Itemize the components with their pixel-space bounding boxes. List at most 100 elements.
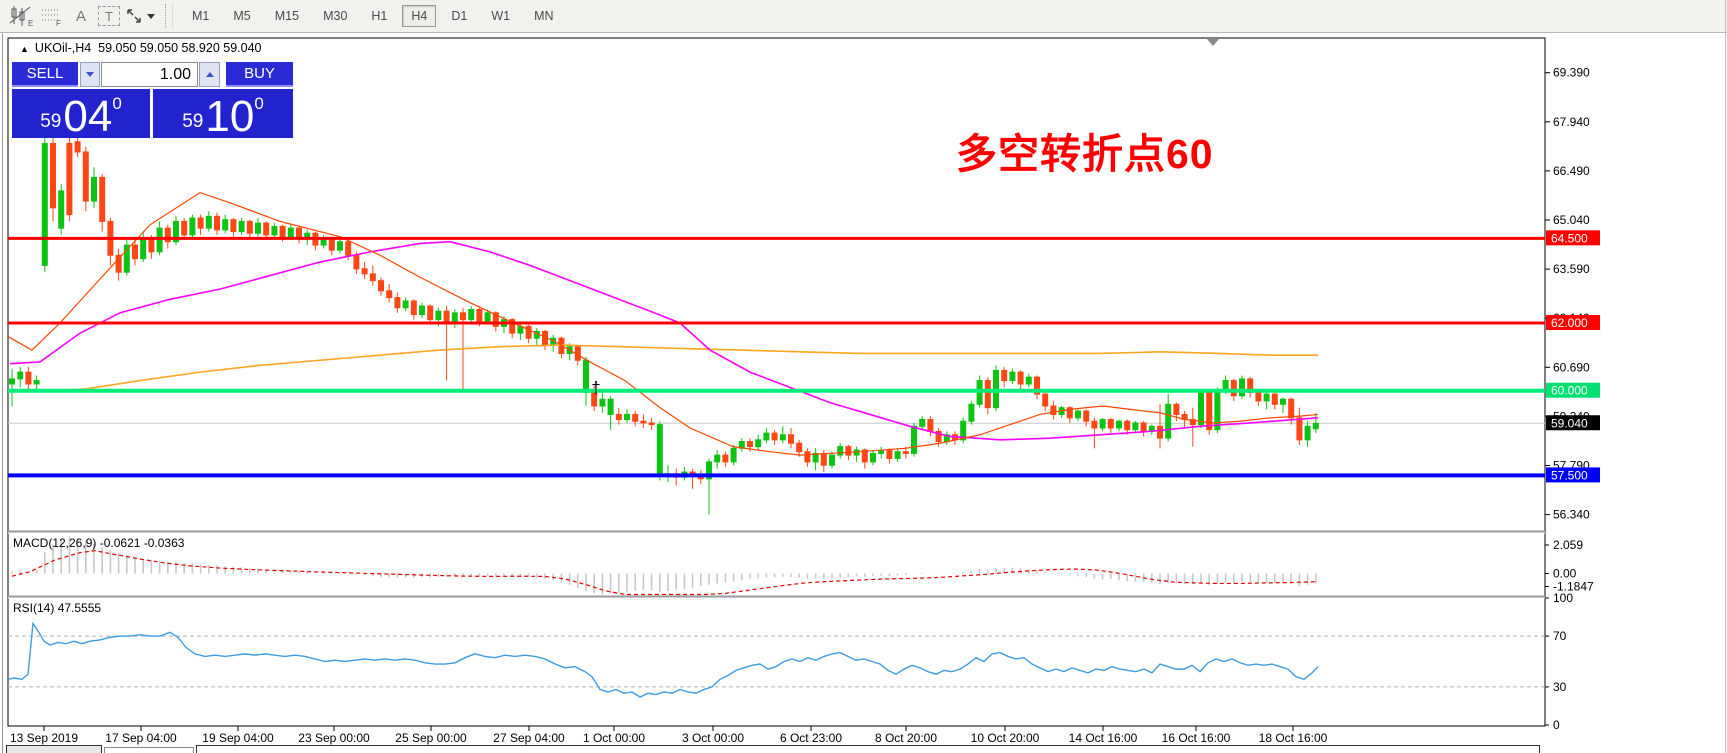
letter-a-icon[interactable]: A bbox=[75, 7, 86, 25]
tf-button-mn[interactable]: MN bbox=[534, 9, 554, 23]
chart-candles-icon[interactable]: E bbox=[8, 4, 34, 28]
y-tick-label: 56.340 bbox=[1553, 508, 1590, 522]
buy-price-box[interactable]: 59 10 0 bbox=[153, 89, 293, 138]
dropdown-caret-icon[interactable] bbox=[147, 13, 155, 19]
tf-button-m1[interactable]: M1 bbox=[192, 9, 210, 23]
candle-body bbox=[279, 225, 286, 238]
candle-body bbox=[1132, 422, 1139, 431]
ohlc-quotes: 59.050 59.050 58.920 59.040 bbox=[98, 41, 262, 55]
collapse-arrow-icon[interactable]: ▲ bbox=[20, 44, 29, 54]
candle-body bbox=[419, 305, 425, 316]
candle-body bbox=[484, 312, 491, 322]
tf-button-d1[interactable]: D1 bbox=[451, 9, 468, 23]
tf-button-w1[interactable]: W1 bbox=[491, 9, 511, 23]
y-tick-label: 69.390 bbox=[1553, 66, 1590, 80]
macd-signal-line bbox=[11, 550, 1319, 596]
text-frame-icon[interactable]: T bbox=[98, 6, 120, 26]
candle-body bbox=[345, 241, 352, 256]
candle-body bbox=[205, 215, 212, 229]
bottom-panel-edge[interactable] bbox=[196, 745, 1540, 753]
price-badge bbox=[1546, 415, 1600, 431]
price-badge bbox=[1546, 382, 1600, 398]
candle-body bbox=[296, 227, 302, 239]
candle-body bbox=[1288, 398, 1295, 419]
bottom-tab[interactable] bbox=[6, 745, 102, 753]
trade-marker-dagger: † bbox=[591, 378, 600, 397]
price-badge-label: 60.000 bbox=[1551, 384, 1588, 398]
candle-body bbox=[779, 434, 786, 441]
candle-body bbox=[361, 268, 368, 275]
candle-body bbox=[763, 432, 770, 441]
candle-body bbox=[722, 454, 729, 463]
candle-body bbox=[132, 244, 138, 260]
y-tick-label: 60.690 bbox=[1553, 360, 1590, 374]
candle-body bbox=[468, 308, 475, 321]
candle-body bbox=[804, 451, 811, 463]
candle-body bbox=[927, 419, 934, 432]
rsi-name: RSI(14) bbox=[13, 601, 55, 615]
candle-body bbox=[870, 452, 876, 463]
y-tick-label: 66.490 bbox=[1553, 164, 1590, 178]
candle-body bbox=[435, 310, 442, 321]
candle-body bbox=[214, 215, 220, 231]
candle-body bbox=[66, 142, 73, 216]
candle-body bbox=[1025, 376, 1032, 385]
candle-body bbox=[41, 142, 48, 266]
candle-body bbox=[648, 422, 655, 426]
bottom-tab[interactable] bbox=[104, 747, 194, 753]
candle-body bbox=[9, 378, 15, 385]
sell-price-big: 04 bbox=[63, 91, 113, 141]
shift-marker-icon[interactable] bbox=[1207, 39, 1219, 46]
buy-button[interactable]: BUY bbox=[226, 62, 293, 87]
candle-body bbox=[861, 449, 868, 463]
candle-body bbox=[1239, 378, 1245, 397]
x-tick-label: 1 Oct 00:00 bbox=[583, 731, 645, 745]
volume-decrease-button[interactable] bbox=[80, 62, 100, 87]
candle-body bbox=[287, 227, 294, 238]
candle-body bbox=[632, 413, 639, 422]
grid-indicator-icon[interactable]: F bbox=[38, 4, 64, 28]
candle-body bbox=[378, 280, 384, 292]
candle-body bbox=[919, 419, 926, 427]
tf-button-m15[interactable]: M15 bbox=[274, 9, 300, 23]
candle-body bbox=[246, 220, 253, 234]
candle-body bbox=[1280, 398, 1286, 405]
tf-button-m5[interactable]: M5 bbox=[233, 9, 251, 23]
volume-input[interactable] bbox=[101, 62, 198, 87]
macd-tick-label: 0.00 bbox=[1553, 567, 1577, 581]
tf-button-m30[interactable]: M30 bbox=[323, 9, 348, 23]
candle-body bbox=[911, 425, 917, 454]
price-badge-label: 57.500 bbox=[1551, 468, 1588, 482]
price-badge-label: 62.000 bbox=[1551, 316, 1588, 330]
rsi-line bbox=[7, 621, 1319, 698]
candle-body bbox=[1312, 422, 1319, 430]
x-tick-label: 13 Sep 2019 bbox=[10, 731, 78, 745]
candle-body bbox=[33, 380, 40, 385]
candle-body bbox=[1001, 369, 1008, 382]
sell-button[interactable]: SELL bbox=[12, 62, 78, 87]
crosshair-tools-icon[interactable] bbox=[124, 4, 155, 28]
x-tick-label: 6 Oct 23:00 bbox=[780, 731, 842, 745]
candle-body bbox=[1050, 405, 1057, 415]
buy-price-big: 10 bbox=[205, 91, 255, 141]
candle-body bbox=[1206, 391, 1213, 431]
candle-body bbox=[1075, 410, 1081, 419]
candle-body bbox=[837, 446, 844, 456]
sell-price-box[interactable]: 59 04 0 bbox=[12, 89, 150, 138]
candle-body bbox=[812, 452, 819, 463]
candle-body bbox=[82, 151, 89, 202]
candle-body bbox=[263, 222, 270, 236]
macd-values: -0.0621 -0.0363 bbox=[99, 536, 185, 550]
x-tick-label: 3 Oct 00:00 bbox=[682, 731, 744, 745]
candle-body bbox=[1255, 391, 1262, 402]
tf-button-h4-active[interactable]: H4 bbox=[402, 5, 437, 27]
toolbar-separator bbox=[165, 4, 173, 28]
window-left-border bbox=[2, 33, 3, 753]
candle-body bbox=[788, 434, 794, 444]
volume-increase-button[interactable] bbox=[199, 62, 220, 87]
candle-body bbox=[845, 446, 852, 456]
tf-button-h1[interactable]: H1 bbox=[371, 9, 388, 23]
y-tick-label: 65.040 bbox=[1553, 213, 1590, 227]
rsi-title: RSI(14) 47.5555 bbox=[13, 601, 101, 615]
